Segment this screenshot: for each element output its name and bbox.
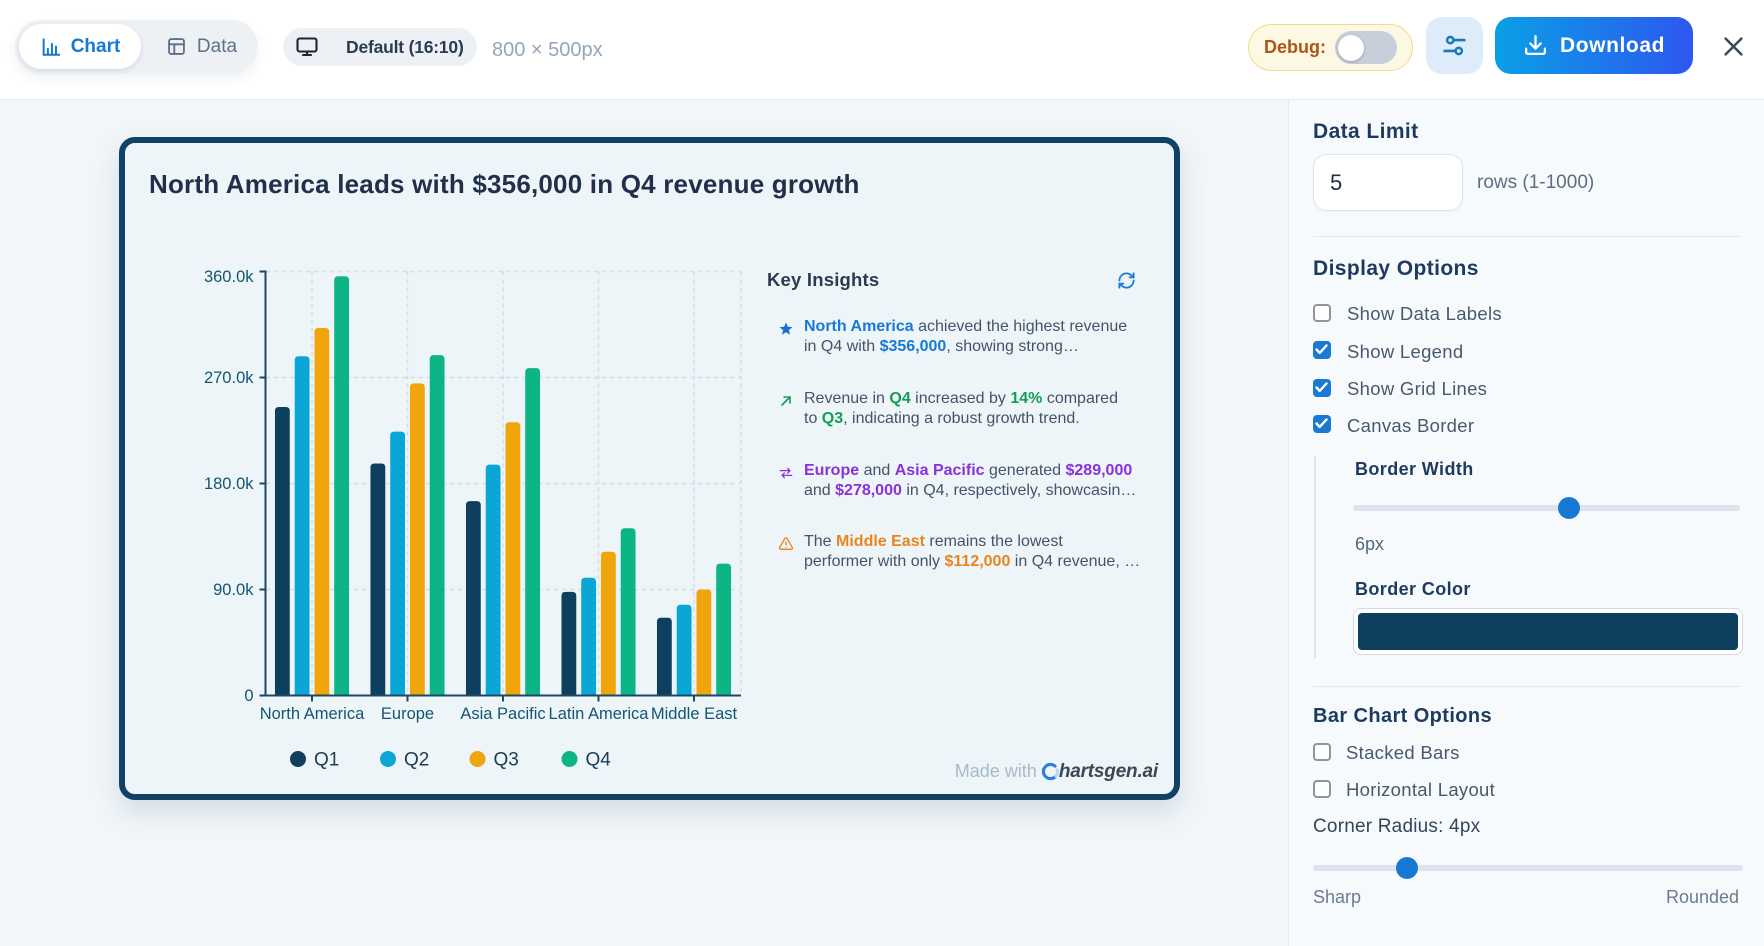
- svg-text:360.0k: 360.0k: [204, 268, 254, 286]
- svg-text:Asia Pacific: Asia Pacific: [460, 705, 545, 723]
- svg-text:North America: North America: [260, 705, 365, 723]
- svg-text:180.0k: 180.0k: [204, 475, 254, 493]
- svg-text:Q3: Q3: [494, 750, 519, 771]
- svg-text:270.0k: 270.0k: [204, 369, 254, 387]
- svg-text:Q4: Q4: [586, 750, 612, 771]
- svg-text:Europe: Europe: [381, 705, 434, 723]
- svg-text:Q2: Q2: [404, 750, 429, 771]
- svg-text:0: 0: [244, 687, 253, 705]
- svg-text:Middle East: Middle East: [651, 705, 738, 723]
- svg-text:Q1: Q1: [314, 750, 339, 771]
- svg-text:Latin America: Latin America: [549, 705, 650, 723]
- svg-text:90.0k: 90.0k: [213, 581, 254, 599]
